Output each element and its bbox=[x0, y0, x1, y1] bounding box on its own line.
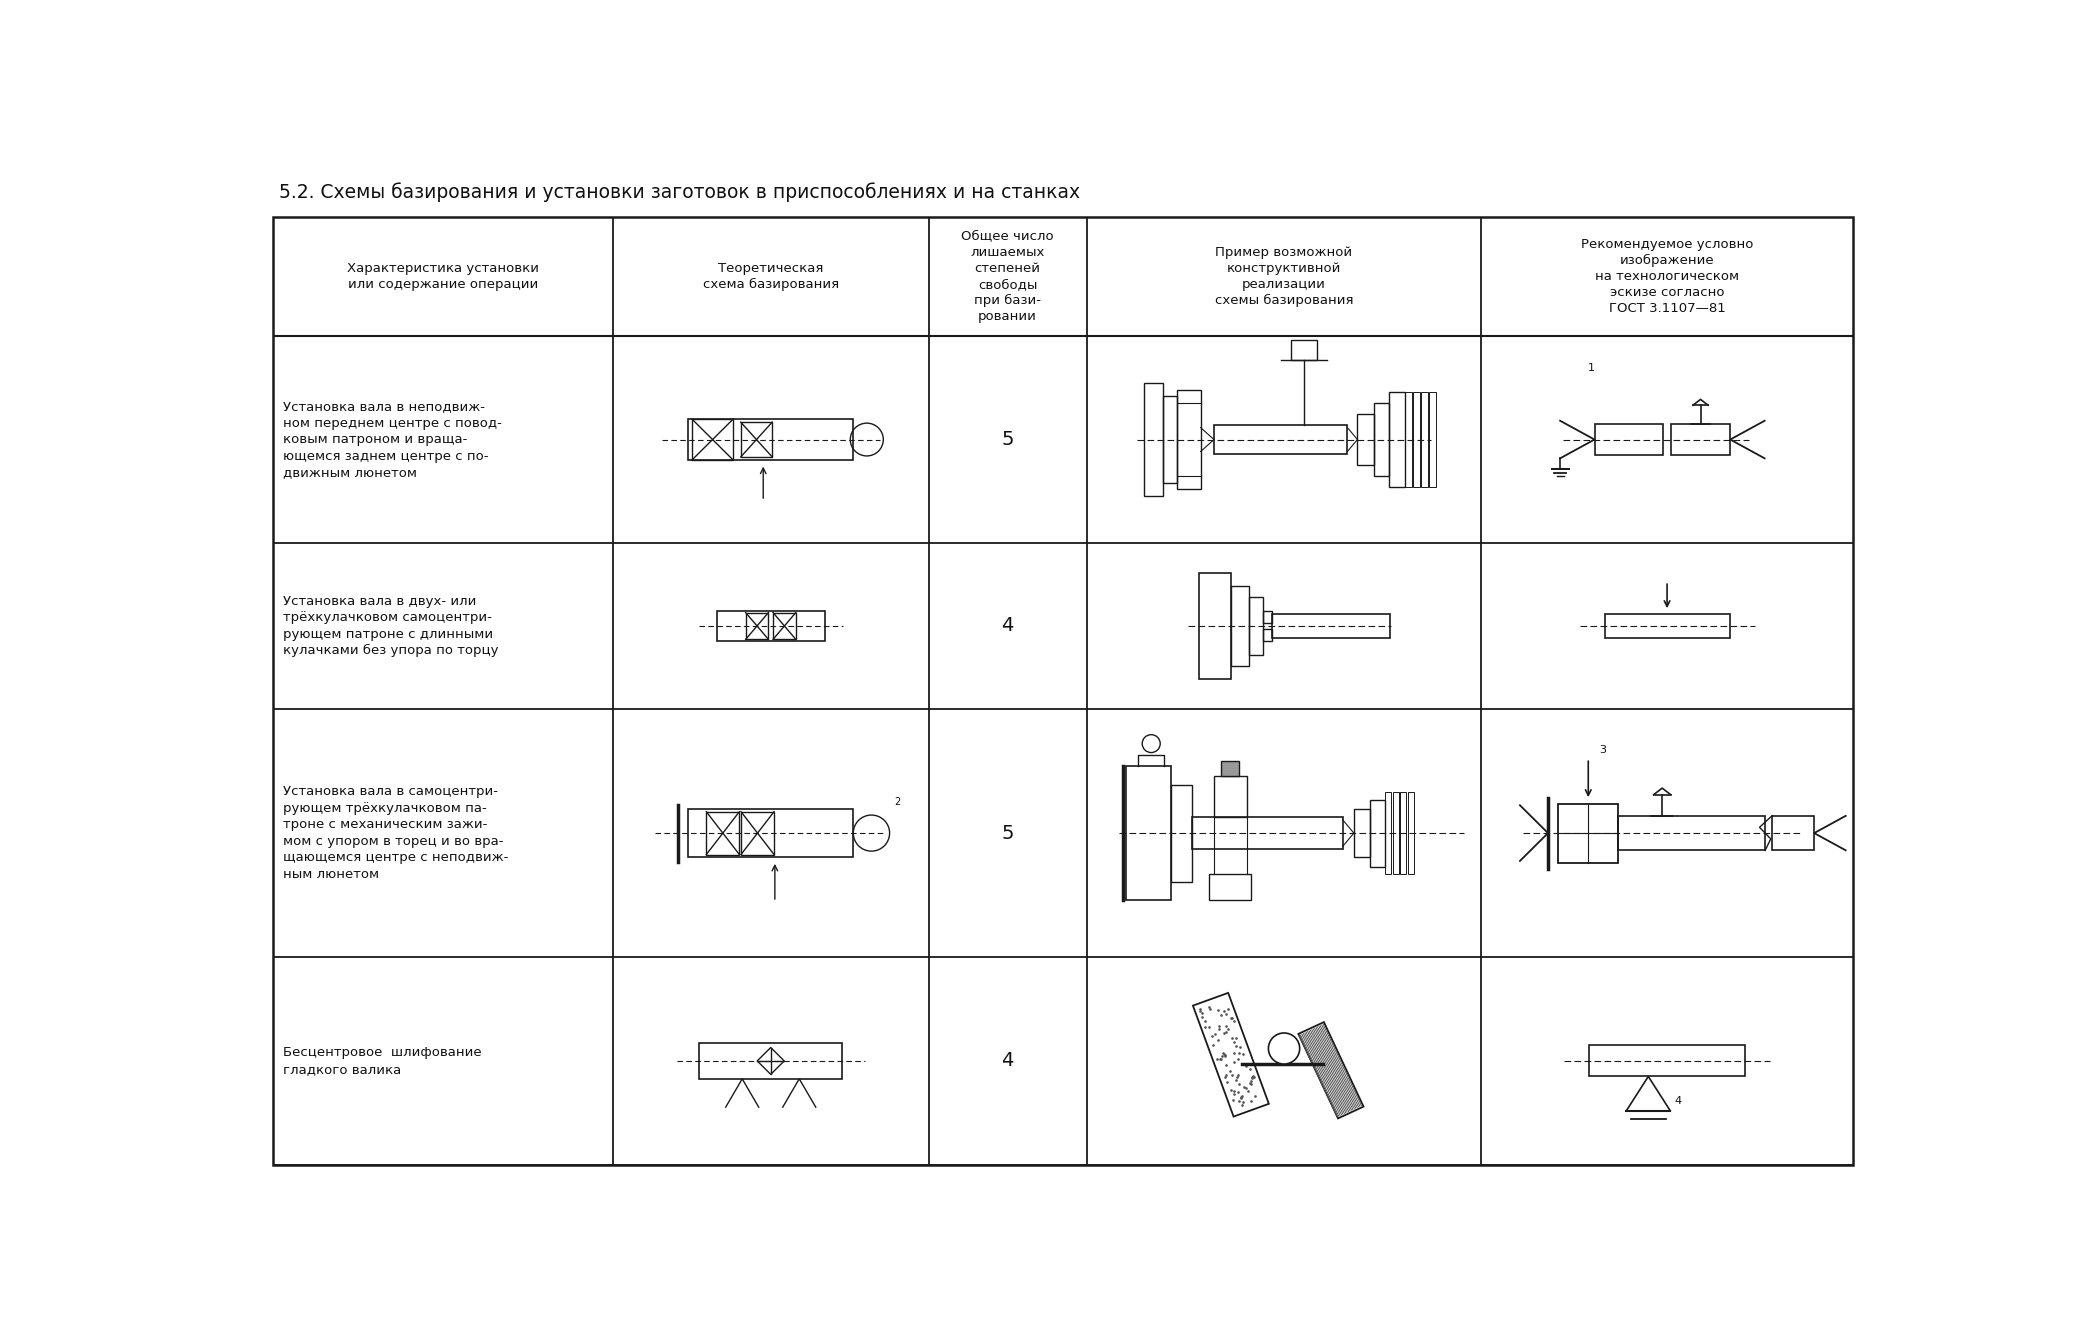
Text: 3: 3 bbox=[1599, 745, 1605, 756]
Bar bbox=[1164, 396, 1178, 483]
Text: Установка вала в самоцентри-
рующем трёхкулачковом па-
троне с механическим зажи: Установка вала в самоцентри- рующем трёх… bbox=[284, 785, 508, 880]
Bar bbox=[1356, 414, 1375, 465]
Bar bbox=[1375, 402, 1390, 477]
Bar bbox=[774, 613, 796, 639]
Bar bbox=[1400, 792, 1406, 874]
Text: Теоретическая
схема базирования: Теоретическая схема базирования bbox=[703, 262, 838, 291]
Bar bbox=[689, 809, 852, 857]
Text: 5.2. Схемы базирования и установки заготовок в приспособлениях и на станках: 5.2. Схемы базирования и установки загот… bbox=[278, 181, 1081, 201]
Bar bbox=[693, 418, 734, 459]
Text: Пример возможной
конструктивной
реализации
схемы базирования: Пример возможной конструктивной реализац… bbox=[1215, 246, 1354, 307]
Bar bbox=[1213, 776, 1246, 817]
Bar bbox=[1371, 800, 1385, 867]
Bar bbox=[689, 418, 852, 459]
Bar bbox=[1222, 761, 1238, 776]
Text: 5: 5 bbox=[1002, 430, 1014, 449]
Bar bbox=[1558, 804, 1618, 863]
Bar bbox=[1126, 767, 1172, 900]
Text: Бесцентровое  шлифование
гладкого валика: Бесцентровое шлифование гладкого валика bbox=[284, 1046, 481, 1075]
Bar bbox=[1209, 874, 1251, 900]
Bar bbox=[1290, 340, 1317, 360]
Text: 4: 4 bbox=[1674, 1096, 1682, 1107]
Bar bbox=[1213, 425, 1348, 454]
Bar bbox=[1354, 809, 1371, 857]
Text: Характеристика установки
или содержание операции: Характеристика установки или содержание … bbox=[346, 262, 539, 291]
Bar bbox=[1249, 597, 1263, 655]
Bar bbox=[1414, 392, 1421, 487]
Bar bbox=[1771, 816, 1815, 850]
Bar bbox=[718, 612, 825, 641]
Bar bbox=[1618, 816, 1765, 850]
Bar bbox=[1589, 1046, 1744, 1076]
Bar bbox=[1178, 389, 1201, 490]
Text: 4: 4 bbox=[1002, 1051, 1014, 1070]
Polygon shape bbox=[1298, 1022, 1363, 1119]
Text: 2: 2 bbox=[894, 797, 900, 806]
Bar bbox=[707, 812, 738, 854]
Bar bbox=[1421, 392, 1429, 487]
Bar bbox=[1406, 392, 1412, 487]
Bar bbox=[747, 613, 769, 639]
Bar bbox=[1408, 792, 1414, 874]
Bar bbox=[1385, 792, 1392, 874]
Polygon shape bbox=[1193, 993, 1269, 1116]
Bar bbox=[1271, 614, 1390, 638]
Text: 4: 4 bbox=[1002, 617, 1014, 636]
Bar bbox=[1230, 587, 1249, 666]
Bar bbox=[1199, 573, 1230, 679]
Bar bbox=[1263, 629, 1271, 641]
Bar bbox=[1595, 424, 1663, 455]
Text: 5: 5 bbox=[1002, 824, 1014, 842]
Bar bbox=[1390, 392, 1406, 487]
Text: 1: 1 bbox=[1589, 363, 1595, 373]
Bar bbox=[1145, 383, 1164, 496]
Bar bbox=[1193, 817, 1342, 850]
Bar bbox=[740, 812, 774, 854]
Text: Установка вала в двух- или
трёхкулачковом самоцентри-
рующем патроне с длинными
: Установка вала в двух- или трёхкулачково… bbox=[284, 594, 498, 657]
Bar bbox=[1429, 392, 1435, 487]
Text: Рекомендуемое условно
изображение
на технологическом
эскизе согласно
ГОСТ 3.1107: Рекомендуемое условно изображение на тех… bbox=[1580, 238, 1753, 315]
Bar bbox=[1394, 792, 1398, 874]
Bar bbox=[699, 1043, 842, 1079]
Bar bbox=[1263, 612, 1271, 622]
Circle shape bbox=[1269, 1033, 1300, 1064]
Text: Установка вала в неподвиж-
ном переднем центре с повод-
ковым патроном и враща-
: Установка вала в неподвиж- ном переднем … bbox=[284, 400, 502, 479]
Text: Общее число
лишаемых
степеней
свободы
при бази-
ровании: Общее число лишаемых степеней свободы пр… bbox=[962, 230, 1054, 323]
Bar bbox=[740, 422, 772, 457]
Bar bbox=[1605, 613, 1730, 638]
Bar bbox=[1672, 424, 1730, 455]
Bar bbox=[1172, 785, 1193, 882]
